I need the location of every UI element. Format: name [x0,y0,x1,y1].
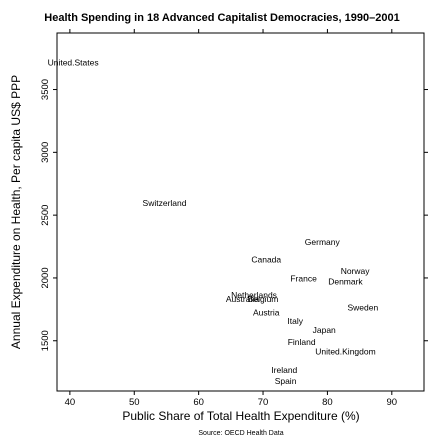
source-note: Source: OECD Health Data [198,430,283,437]
point-label: United.Kingdom [315,346,375,356]
x-tick-label: 70 [258,397,269,408]
point-label: Switzerland [143,198,187,208]
y-tick-label: 3000 [40,142,51,163]
x-axis-label: Public Share of Total Health Expenditure… [122,409,359,423]
point-label: Denmark [328,277,363,287]
x-tick-label: 80 [322,397,333,408]
y-tick-label: 1500 [40,330,51,351]
point-label: Sweden [347,302,378,312]
point-label: Italy [287,316,303,326]
point-label: Finland [288,337,316,347]
point-label: United.States [48,57,99,67]
point-label: Japan [313,325,336,335]
chart-title: Health Spending in 18 Advanced Capitalis… [44,12,399,24]
x-tick-label: 90 [387,397,398,408]
point-label: Spain [275,376,297,386]
y-tick-label: 2000 [40,267,51,288]
x-tick-label: 60 [193,397,204,408]
y-axis-label: Annual Expenditure on Health, Per capita… [9,75,23,349]
x-tick-label: 40 [65,397,76,408]
point-label: Ireland [271,365,297,375]
point-label: Belgium [248,294,279,304]
point-label: Germany [305,237,341,247]
point-labels: United.States Switzerland Germany Canada Nor… [48,57,379,385]
point-label: Norway [341,266,371,276]
point-label: France [290,273,317,283]
y-tick-label: 3500 [40,79,51,100]
x-tick-label: 50 [129,397,140,408]
plot-area [57,33,424,391]
y-tick-label: 2500 [40,205,51,226]
point-label: Austria [253,307,280,317]
point-label: Canada [251,255,281,265]
